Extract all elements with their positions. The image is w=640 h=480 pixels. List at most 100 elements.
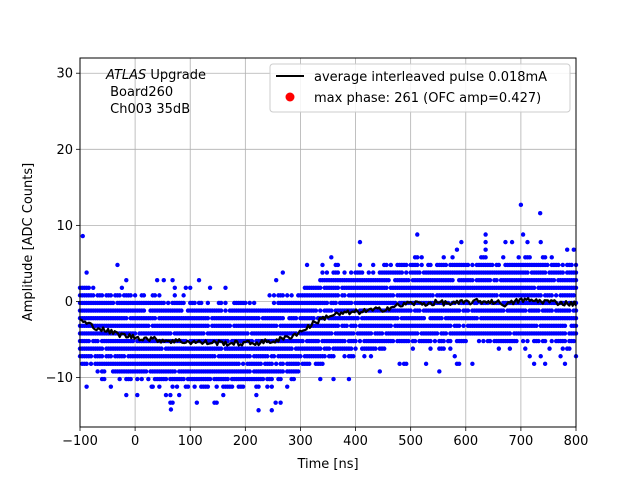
sample-point xyxy=(342,293,347,298)
sample-point xyxy=(267,293,272,298)
sample-point xyxy=(269,376,274,382)
sample-point xyxy=(179,308,184,313)
sample-point xyxy=(353,338,358,344)
sample-point xyxy=(525,270,530,275)
sample-point xyxy=(240,384,246,389)
sample-point xyxy=(315,338,321,344)
sample-point xyxy=(289,293,294,298)
sample-point xyxy=(172,369,177,374)
sample-point xyxy=(247,300,252,306)
sample-point xyxy=(194,400,200,405)
sample-point xyxy=(269,408,274,413)
sample-point xyxy=(390,293,396,298)
sample-point xyxy=(91,293,96,298)
sample-point xyxy=(430,293,435,298)
sample-point xyxy=(538,239,543,245)
sample-point xyxy=(516,255,521,260)
sample-point xyxy=(501,308,506,313)
sample-point xyxy=(285,293,290,298)
sample-point xyxy=(168,392,173,398)
sample-point xyxy=(313,308,319,313)
sample-point xyxy=(304,262,310,268)
sample-point xyxy=(329,331,334,336)
sample-point xyxy=(564,247,570,252)
sample-point xyxy=(335,285,341,290)
sample-point xyxy=(293,316,299,321)
sample-point xyxy=(415,255,420,260)
sample-point xyxy=(247,354,252,359)
sample-point xyxy=(558,354,563,359)
sample-point xyxy=(240,361,246,367)
sample-point xyxy=(273,400,278,405)
sample-point xyxy=(470,361,475,367)
sample-point xyxy=(560,346,565,351)
x-axis-label: Time [ns] xyxy=(296,457,358,472)
sample-point xyxy=(249,338,255,344)
sample-point xyxy=(523,346,528,351)
sample-point xyxy=(124,277,129,283)
sample-point xyxy=(368,331,374,336)
y-axis-label: Amplitude [ADC Counts] xyxy=(21,163,36,321)
sample-point xyxy=(329,308,334,313)
sample-point xyxy=(523,308,528,313)
sample-point xyxy=(280,316,286,321)
sample-point xyxy=(221,392,226,398)
sample-point xyxy=(439,316,444,321)
sample-point xyxy=(335,270,341,275)
sample-point xyxy=(487,277,493,283)
sample-point xyxy=(351,331,356,336)
sample-point xyxy=(291,376,297,382)
sample-point xyxy=(538,293,543,298)
sample-point xyxy=(260,376,266,382)
sample-point xyxy=(201,331,206,336)
x-tick-label: 800 xyxy=(564,434,589,449)
experiment-name: ATLAS xyxy=(105,68,146,83)
sample-point xyxy=(571,293,576,298)
sample-point xyxy=(501,255,506,260)
sample-point xyxy=(487,338,493,344)
sample-point xyxy=(84,384,89,389)
sample-point xyxy=(181,300,186,306)
sample-point xyxy=(329,255,334,260)
sample-point xyxy=(571,338,576,344)
sample-point xyxy=(229,384,235,389)
sample-point xyxy=(225,376,230,382)
sample-point xyxy=(454,247,460,252)
sample-point xyxy=(353,323,358,329)
sample-point xyxy=(280,270,286,275)
sample-point xyxy=(324,300,330,306)
sample-point xyxy=(415,331,420,336)
sample-point xyxy=(117,376,122,382)
sample-point xyxy=(236,361,241,367)
sample-point xyxy=(421,316,427,321)
sample-point xyxy=(157,384,162,389)
sample-point xyxy=(366,270,371,275)
sample-point xyxy=(205,316,211,321)
sample-point xyxy=(351,354,356,359)
x-tick-label: 700 xyxy=(508,434,533,449)
sample-point xyxy=(342,354,347,359)
sample-point xyxy=(408,308,413,313)
sample-point xyxy=(212,354,217,359)
sample-point xyxy=(527,354,532,359)
sample-point xyxy=(185,384,191,389)
sample-point xyxy=(423,361,429,367)
sample-point xyxy=(520,232,526,237)
sample-point xyxy=(509,239,515,245)
sample-point xyxy=(335,262,341,268)
sample-point xyxy=(527,255,532,260)
sample-point xyxy=(386,277,391,283)
sample-point xyxy=(205,300,211,306)
sample-point xyxy=(110,300,116,306)
sample-point xyxy=(170,400,175,405)
sample-point xyxy=(102,369,107,374)
sample-point xyxy=(285,384,290,389)
plot-frame xyxy=(79,57,577,428)
y-tick-label: −10 xyxy=(46,371,73,386)
sample-point xyxy=(452,354,457,359)
sample-point xyxy=(205,384,211,389)
sample-point xyxy=(280,293,286,298)
sample-point xyxy=(170,277,175,283)
sample-point xyxy=(531,285,537,290)
x-tick-label: 100 xyxy=(178,434,203,449)
